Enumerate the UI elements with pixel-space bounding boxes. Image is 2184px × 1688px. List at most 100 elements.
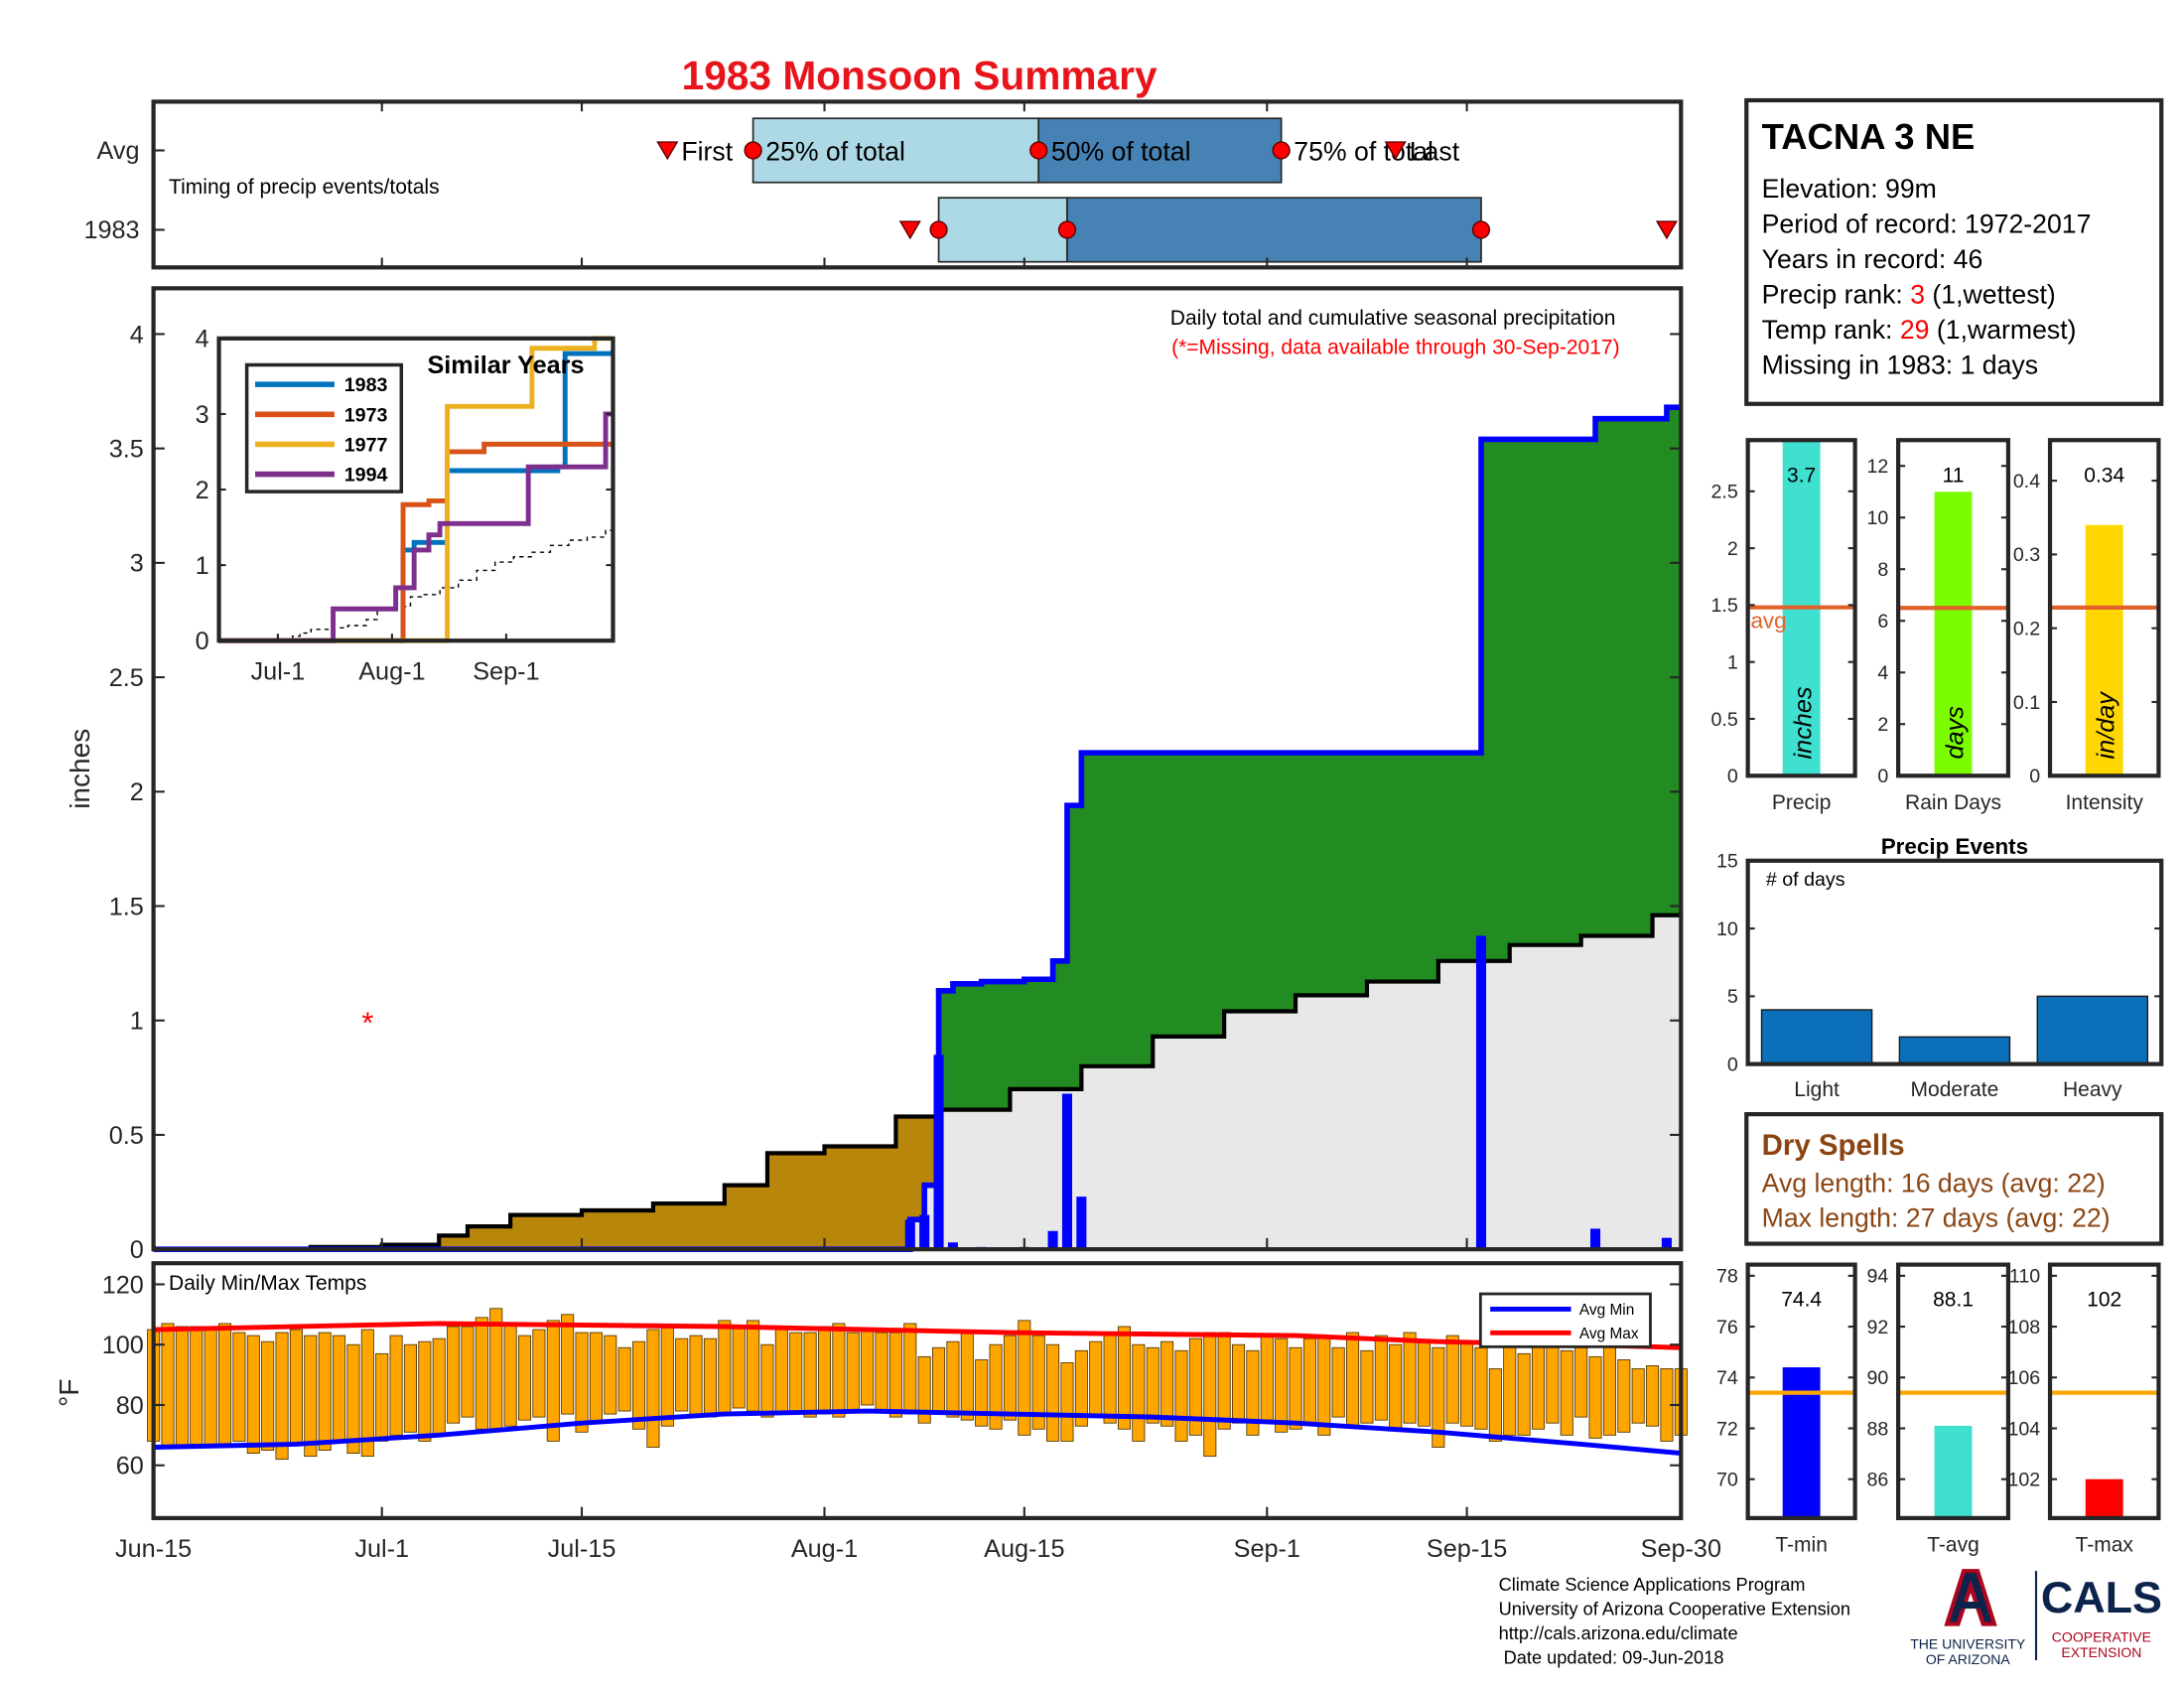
marker-label: Last xyxy=(1410,136,1460,166)
x-tick-label: Aug-1 xyxy=(358,657,425,685)
y-tick-label: 1.5 xyxy=(1711,595,1738,617)
temp-bar xyxy=(1203,1332,1217,1458)
main-frame xyxy=(151,286,1684,1252)
y-tick-label: 0.1 xyxy=(2013,692,2040,714)
temp-bar xyxy=(389,1335,403,1436)
bar xyxy=(1898,1036,2011,1065)
temp-bar xyxy=(774,1326,788,1415)
temp-bar xyxy=(304,1335,318,1458)
temp-bar xyxy=(975,1358,989,1427)
temp-bar xyxy=(432,1337,446,1436)
x-tick-label: Sep-30 xyxy=(1641,1535,1721,1563)
temp-bar xyxy=(275,1332,289,1461)
row-label: Avg xyxy=(97,137,140,165)
station-text: 3 xyxy=(1910,280,1925,310)
y-tick-label: 76 xyxy=(1716,1317,1738,1338)
value-label: 102 xyxy=(2087,1289,2121,1312)
temp-bar xyxy=(289,1329,303,1445)
category-label: Intensity xyxy=(2066,791,2144,814)
temp-bar xyxy=(1289,1346,1302,1430)
y-tick-label: 4 xyxy=(196,326,209,353)
temp-bar xyxy=(1003,1335,1017,1421)
temp-bar xyxy=(1503,1343,1517,1436)
temp-bar xyxy=(617,1346,631,1412)
temp-bar xyxy=(1517,1352,1531,1436)
y-tick-label: 2 xyxy=(130,778,144,806)
category-label: T-min xyxy=(1775,1534,1828,1557)
marker-label: 25% of total xyxy=(765,136,905,166)
row-label: 1983 xyxy=(83,216,139,244)
station-text: Precip rank: xyxy=(1762,280,1911,310)
quartile-box xyxy=(1066,197,1482,263)
y-tick-label: 108 xyxy=(2007,1317,2040,1338)
temp-bar xyxy=(903,1323,917,1415)
x-tick-label: Jul-1 xyxy=(251,657,306,685)
y-tick-label: 3 xyxy=(196,401,209,429)
y-tick-label: 80 xyxy=(116,1392,144,1420)
event-marker xyxy=(1384,141,1407,161)
temp-bar xyxy=(403,1343,417,1433)
temp-bar xyxy=(1574,1346,1588,1418)
y-tick-label: 120 xyxy=(102,1271,144,1299)
y-tick-label: 94 xyxy=(1866,1266,1888,1288)
logo-text: EXTENSION xyxy=(2061,1644,2141,1660)
temp-bar xyxy=(546,1320,560,1442)
x-tick-label: Heavy xyxy=(2063,1078,2122,1101)
value-label: 11 xyxy=(1943,464,1965,487)
x-tick-label: Sep-1 xyxy=(1234,1535,1300,1563)
legend-label: 1977 xyxy=(344,434,388,456)
temp-frame xyxy=(151,1261,1684,1520)
temp-bar xyxy=(747,1320,760,1412)
temp-bar xyxy=(861,1329,875,1406)
y-tick-label: 100 xyxy=(102,1332,144,1359)
station-text: (1,wettest) xyxy=(1925,280,2056,310)
temp-bar xyxy=(1046,1343,1060,1442)
temp-bar xyxy=(318,1332,332,1451)
panel-frame xyxy=(2047,1262,2161,1520)
y-tick-label: 74 xyxy=(1716,1367,1738,1389)
y-tick-label: 2 xyxy=(1727,538,1738,560)
y-tick-label: 4 xyxy=(1877,662,1888,684)
temp-bar xyxy=(1074,1349,1088,1427)
logo-text: THE UNIVERSITY xyxy=(1910,1636,2026,1652)
value-bar xyxy=(2085,524,2123,776)
event-marker xyxy=(656,141,679,161)
value-label: 74.4 xyxy=(1781,1289,1822,1312)
y-tick-label: 8 xyxy=(1877,559,1888,581)
temp-bar xyxy=(1089,1340,1103,1418)
similar-year-line xyxy=(218,441,614,643)
value-bar xyxy=(1934,1425,1973,1518)
daily-bar xyxy=(904,1219,915,1250)
y-tick-label: 70 xyxy=(1716,1470,1738,1491)
station-text: Period of record: 1972-2017 xyxy=(1762,210,2092,239)
temp-bar xyxy=(1217,1332,1231,1430)
temp-bar xyxy=(1146,1346,1160,1424)
y-tick-label: 60 xyxy=(116,1453,144,1480)
temp-bar xyxy=(1488,1368,1502,1442)
temp-bar xyxy=(261,1340,275,1451)
temp-bar xyxy=(447,1326,461,1424)
temp-bar xyxy=(1432,1346,1445,1448)
temp-bar xyxy=(732,1326,746,1409)
y-tick-label: 0 xyxy=(1877,766,1888,787)
temp-bar xyxy=(1417,1340,1432,1427)
y-tick-label: 12 xyxy=(1866,456,1888,478)
temp-bar xyxy=(1546,1340,1560,1424)
temp-bar xyxy=(175,1326,189,1448)
category-label: Rain Days xyxy=(1905,791,2001,814)
temp-bar xyxy=(1445,1335,1459,1424)
y-tick-label: 1.5 xyxy=(109,893,144,920)
daily-bar xyxy=(947,1242,958,1250)
y-tick-label: 0.3 xyxy=(2013,544,2040,566)
total-marker xyxy=(1272,141,1291,160)
temp-bar xyxy=(204,1326,217,1448)
temp-bar xyxy=(1389,1343,1403,1430)
panel-frame xyxy=(1745,858,2164,1066)
temp-bar xyxy=(1631,1368,1645,1424)
temp-bar xyxy=(1560,1349,1573,1436)
temp-title: Daily Min/Max Temps xyxy=(169,1272,366,1295)
temp-bar xyxy=(1474,1346,1488,1430)
dry-spells-line: Avg length: 16 days (avg: 22) xyxy=(1762,1169,2106,1198)
y-tick-label: 10 xyxy=(1716,918,1738,940)
temp-bar xyxy=(946,1340,960,1418)
